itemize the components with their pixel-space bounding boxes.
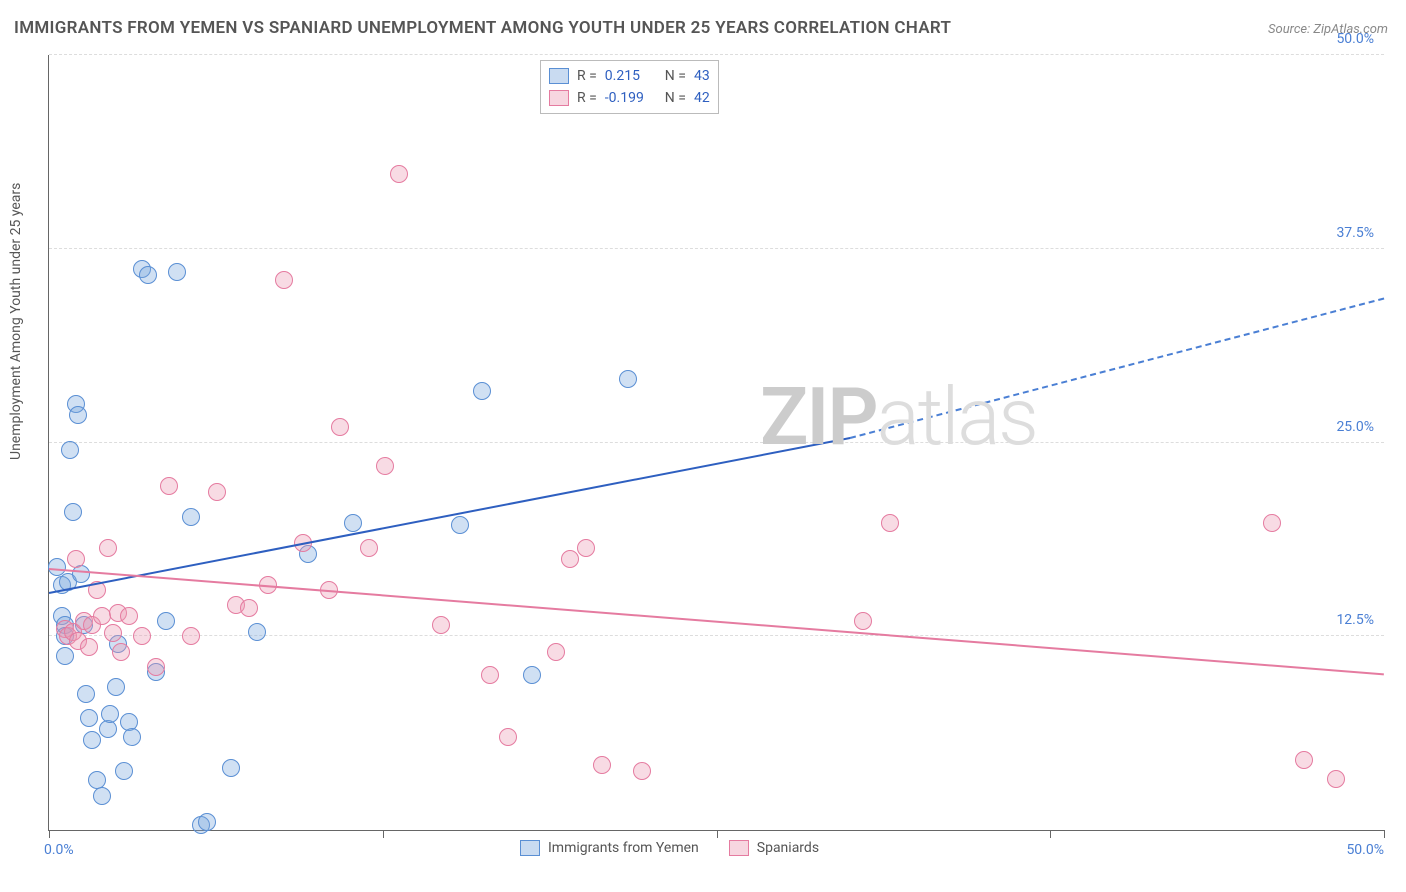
point-yemen xyxy=(198,813,216,831)
point-yemen xyxy=(619,370,637,388)
chart-title: IMMIGRANTS FROM YEMEN VS SPANIARD UNEMPL… xyxy=(14,18,951,38)
point-spaniard xyxy=(499,728,517,746)
r-value: 0.215 xyxy=(605,68,657,84)
point-yemen xyxy=(93,787,111,805)
point-yemen xyxy=(157,612,175,630)
point-spaniard xyxy=(881,514,899,532)
point-spaniard xyxy=(112,643,130,661)
point-yemen xyxy=(168,263,186,281)
point-yemen xyxy=(72,565,90,583)
point-spaniard xyxy=(67,550,85,568)
n-value: 42 xyxy=(694,90,710,106)
point-spaniard xyxy=(432,616,450,634)
n-label: N = xyxy=(665,68,686,84)
point-spaniard xyxy=(208,483,226,501)
n-value: 43 xyxy=(694,68,710,84)
legend-swatch xyxy=(549,68,569,84)
x-tick xyxy=(717,830,718,838)
point-spaniard xyxy=(147,658,165,676)
point-spaniard xyxy=(182,627,200,645)
point-spaniard xyxy=(633,762,651,780)
point-spaniard xyxy=(160,477,178,495)
x-tick xyxy=(1384,830,1385,838)
y-tick-label: 50.0% xyxy=(1336,31,1374,47)
x-axis-max-label: 50.0% xyxy=(1346,842,1384,858)
point-yemen xyxy=(473,382,491,400)
point-yemen xyxy=(61,441,79,459)
point-yemen xyxy=(64,503,82,521)
point-spaniard xyxy=(481,666,499,684)
x-tick xyxy=(1050,830,1051,838)
trendline-yemen xyxy=(49,437,850,594)
point-spaniard xyxy=(360,539,378,557)
series-legend: Immigrants from Yemen Spaniards xyxy=(520,840,819,856)
point-yemen xyxy=(222,759,240,777)
point-yemen xyxy=(115,762,133,780)
trendline-yemen-extrapolated xyxy=(850,298,1384,439)
legend-swatch xyxy=(549,90,569,106)
x-axis-origin-label: 0.0% xyxy=(44,842,74,858)
legend-series-item: Spaniards xyxy=(729,840,819,856)
x-tick xyxy=(383,830,384,838)
point-yemen xyxy=(107,678,125,696)
legend-stat-row: R = -0.199 N = 42 xyxy=(549,87,710,109)
legend-series-item: Immigrants from Yemen xyxy=(520,840,699,856)
point-spaniard xyxy=(331,418,349,436)
point-yemen xyxy=(69,406,87,424)
gridline xyxy=(49,54,1384,55)
point-yemen xyxy=(56,647,74,665)
point-yemen xyxy=(344,514,362,532)
point-spaniard xyxy=(120,607,138,625)
y-tick-label: 37.5% xyxy=(1336,225,1374,241)
point-spaniard xyxy=(593,756,611,774)
point-yemen xyxy=(77,685,95,703)
point-spaniard xyxy=(577,539,595,557)
point-spaniard xyxy=(854,612,872,630)
point-yemen xyxy=(248,623,266,641)
point-spaniard xyxy=(240,599,258,617)
point-yemen xyxy=(182,508,200,526)
r-label: R = xyxy=(577,68,597,84)
point-spaniard xyxy=(390,165,408,183)
point-yemen xyxy=(101,705,119,723)
point-spaniard xyxy=(133,627,151,645)
n-label: N = xyxy=(665,90,686,106)
point-yemen xyxy=(523,666,541,684)
point-spaniard xyxy=(561,550,579,568)
point-yemen xyxy=(139,266,157,284)
point-yemen xyxy=(80,709,98,727)
r-value: -0.199 xyxy=(605,90,657,106)
legend-stat-row: R = 0.215 N = 43 xyxy=(549,65,710,87)
point-spaniard xyxy=(275,271,293,289)
correlation-legend: R = 0.215 N = 43 R = -0.199 N = 42 xyxy=(540,60,719,114)
trendline-spaniard xyxy=(49,568,1384,675)
legend-series-label: Immigrants from Yemen xyxy=(548,840,699,856)
point-spaniard xyxy=(104,624,122,642)
gridline xyxy=(49,442,1384,443)
point-spaniard xyxy=(80,638,98,656)
scatter-chart: 12.5%25.0%37.5%50.0% xyxy=(48,55,1384,831)
point-yemen xyxy=(123,728,141,746)
point-yemen xyxy=(451,516,469,534)
point-spaniard xyxy=(547,643,565,661)
point-spaniard xyxy=(1263,514,1281,532)
legend-swatch xyxy=(729,840,749,856)
point-yemen xyxy=(83,731,101,749)
point-spaniard xyxy=(1327,770,1345,788)
x-tick xyxy=(49,830,50,838)
gridline xyxy=(49,248,1384,249)
point-spaniard xyxy=(1295,751,1313,769)
y-tick-label: 12.5% xyxy=(1336,612,1374,628)
y-axis-label: Unemployment Among Youth under 25 years xyxy=(8,183,24,460)
y-tick-label: 25.0% xyxy=(1336,419,1374,435)
legend-swatch xyxy=(520,840,540,856)
point-spaniard xyxy=(99,539,117,557)
point-spaniard xyxy=(376,457,394,475)
r-label: R = xyxy=(577,90,597,106)
legend-series-label: Spaniards xyxy=(757,840,819,856)
point-yemen xyxy=(99,720,117,738)
